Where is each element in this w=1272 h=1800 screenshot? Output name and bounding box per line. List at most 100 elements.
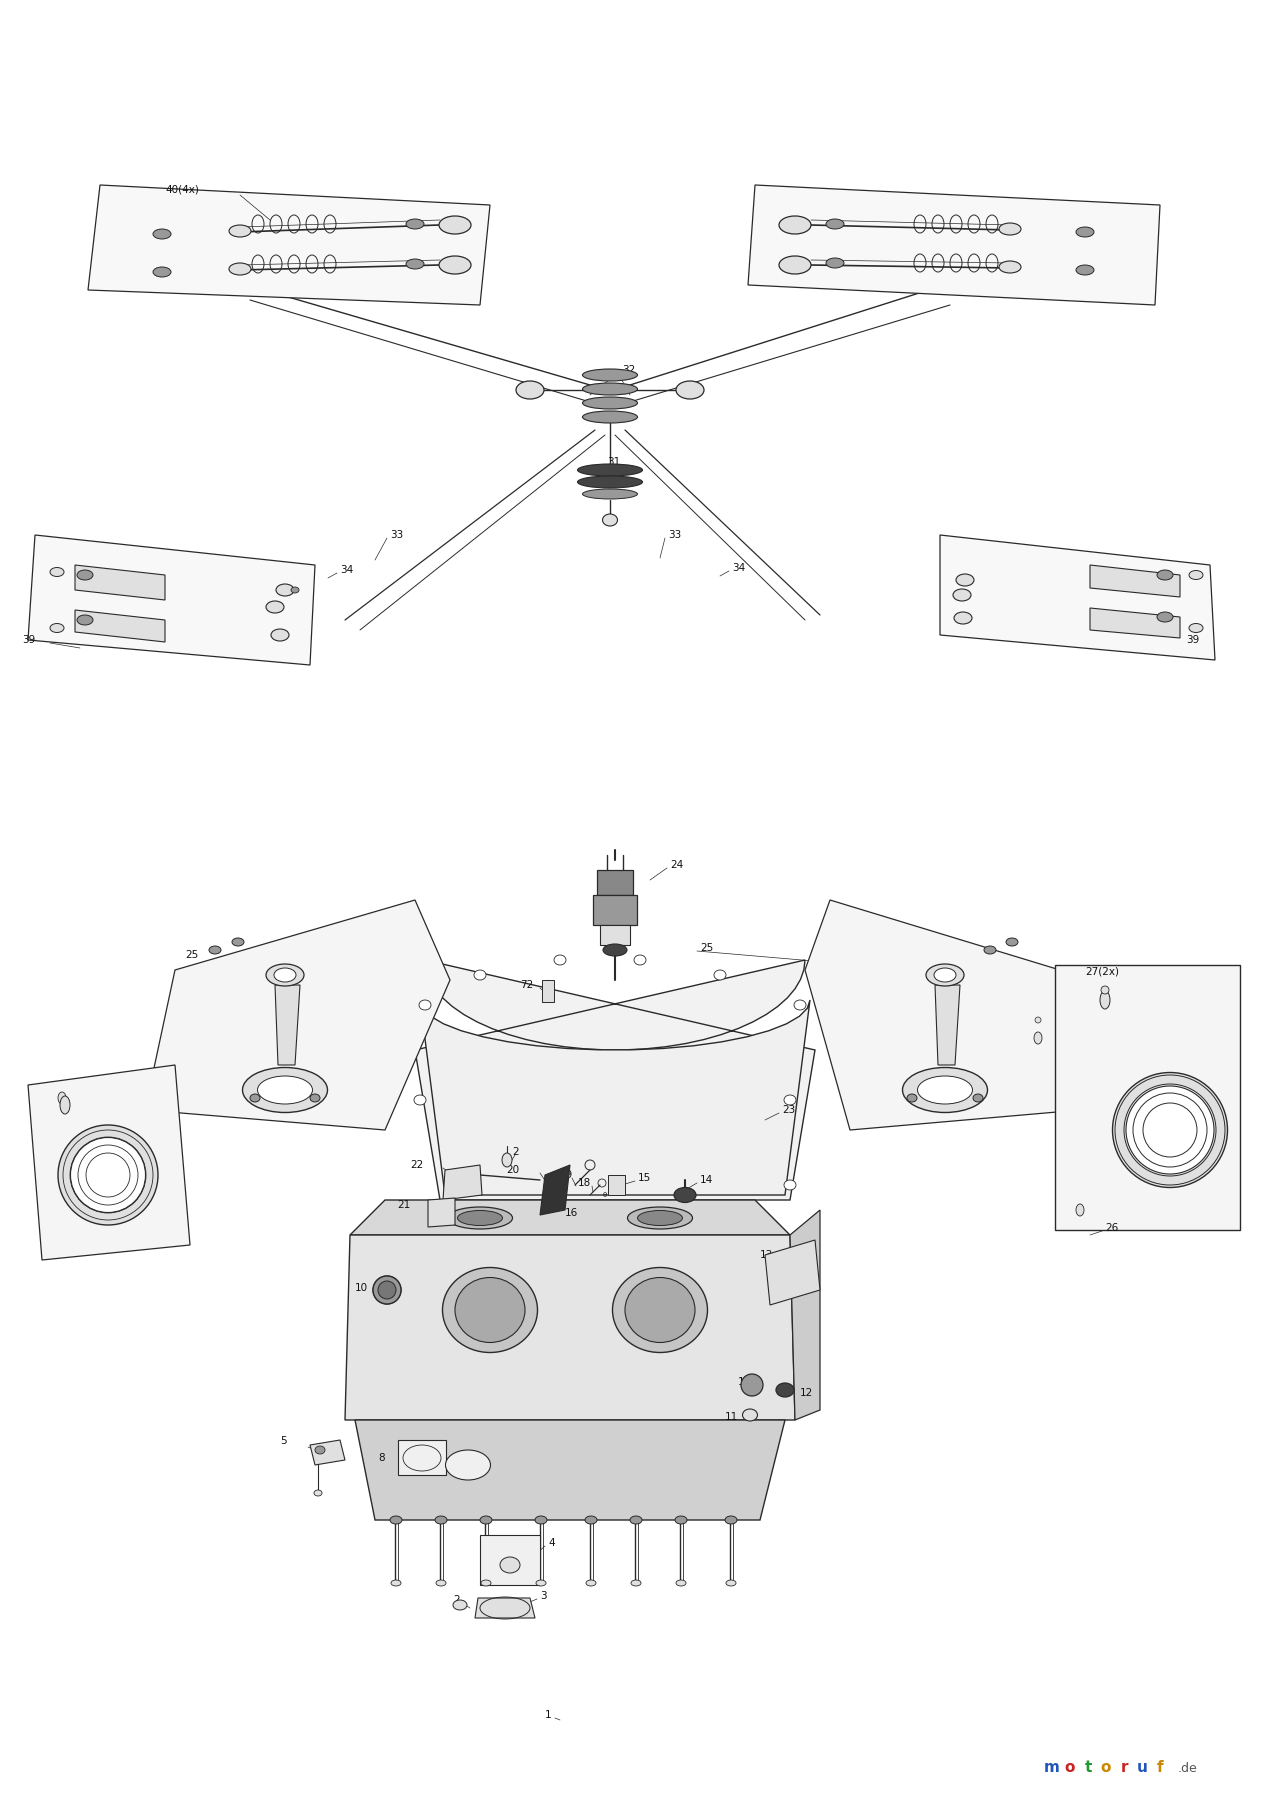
Polygon shape [310, 1440, 345, 1465]
Ellipse shape [627, 1208, 692, 1229]
Ellipse shape [555, 956, 566, 965]
Polygon shape [1090, 608, 1180, 637]
Polygon shape [275, 985, 300, 1066]
Polygon shape [748, 185, 1160, 304]
Text: 21: 21 [397, 1201, 411, 1210]
Polygon shape [1090, 565, 1180, 598]
Ellipse shape [455, 1278, 525, 1343]
Ellipse shape [794, 1001, 806, 1010]
Ellipse shape [251, 1094, 259, 1102]
Ellipse shape [778, 216, 812, 234]
Ellipse shape [926, 965, 964, 986]
Text: u: u [1137, 1760, 1147, 1775]
Ellipse shape [50, 623, 64, 632]
Ellipse shape [953, 589, 971, 601]
Ellipse shape [314, 1490, 322, 1496]
Ellipse shape [1158, 612, 1173, 623]
Text: 19: 19 [560, 1170, 574, 1181]
Ellipse shape [448, 1208, 513, 1229]
Ellipse shape [209, 947, 221, 954]
Ellipse shape [502, 1154, 513, 1166]
Ellipse shape [445, 1451, 491, 1480]
Text: r: r [1121, 1760, 1128, 1775]
Ellipse shape [243, 1067, 327, 1112]
Ellipse shape [999, 223, 1021, 236]
Ellipse shape [633, 956, 646, 965]
Text: 25: 25 [700, 943, 714, 952]
Text: m: m [1044, 1760, 1060, 1775]
Ellipse shape [743, 1409, 758, 1420]
Text: 40(4x): 40(4x) [165, 185, 198, 194]
Text: 10: 10 [738, 1377, 752, 1388]
Ellipse shape [435, 1516, 446, 1525]
Bar [542, 979, 555, 1003]
Ellipse shape [153, 266, 170, 277]
Ellipse shape [406, 259, 424, 268]
Ellipse shape [453, 1600, 467, 1609]
Bar [398, 1440, 446, 1474]
Ellipse shape [586, 1580, 597, 1586]
Ellipse shape [266, 601, 284, 614]
Polygon shape [443, 1165, 482, 1201]
Ellipse shape [577, 464, 642, 475]
Ellipse shape [232, 938, 244, 947]
Text: 72: 72 [520, 979, 533, 990]
Text: 13: 13 [759, 1249, 773, 1260]
Bar [593, 895, 637, 925]
Ellipse shape [778, 256, 812, 274]
Text: t: t [1084, 1760, 1091, 1775]
Ellipse shape [625, 1278, 695, 1343]
Polygon shape [940, 535, 1215, 661]
Ellipse shape [391, 1516, 402, 1525]
Ellipse shape [413, 1094, 426, 1105]
Polygon shape [415, 959, 815, 1201]
Text: 31: 31 [607, 457, 621, 466]
Text: 15: 15 [639, 1174, 651, 1183]
Polygon shape [608, 1175, 625, 1195]
Text: 9: 9 [469, 1456, 477, 1467]
Text: 16: 16 [565, 1208, 579, 1219]
Ellipse shape [577, 475, 642, 488]
Ellipse shape [1034, 1031, 1042, 1044]
Ellipse shape [1158, 571, 1173, 580]
Ellipse shape [784, 1094, 796, 1105]
Ellipse shape [516, 382, 544, 400]
Ellipse shape [273, 968, 296, 983]
Ellipse shape [675, 1580, 686, 1586]
Ellipse shape [500, 1557, 520, 1573]
Ellipse shape [603, 515, 617, 526]
Ellipse shape [583, 490, 637, 499]
Ellipse shape [536, 1580, 546, 1586]
Polygon shape [28, 1066, 190, 1260]
Ellipse shape [583, 383, 637, 394]
Text: 23: 23 [782, 1105, 795, 1114]
Ellipse shape [714, 970, 726, 979]
Ellipse shape [957, 574, 974, 587]
Ellipse shape [378, 1282, 396, 1300]
Ellipse shape [583, 398, 637, 409]
Ellipse shape [481, 1580, 491, 1586]
Ellipse shape [229, 263, 251, 275]
Ellipse shape [784, 1181, 796, 1190]
Text: 33: 33 [391, 529, 403, 540]
Text: f: f [1156, 1760, 1164, 1775]
Ellipse shape [907, 1094, 917, 1102]
Ellipse shape [1076, 265, 1094, 275]
Polygon shape [75, 610, 165, 643]
Text: 1: 1 [544, 1710, 552, 1721]
Ellipse shape [271, 628, 289, 641]
Ellipse shape [444, 1181, 455, 1190]
Polygon shape [420, 1001, 810, 1195]
Ellipse shape [315, 1445, 326, 1454]
Polygon shape [355, 1420, 785, 1519]
Polygon shape [935, 985, 960, 1066]
Ellipse shape [480, 1516, 492, 1525]
Ellipse shape [59, 1125, 158, 1226]
Ellipse shape [59, 1093, 66, 1103]
Text: 2: 2 [513, 1147, 519, 1157]
Ellipse shape [985, 947, 996, 954]
Ellipse shape [373, 1276, 401, 1303]
Ellipse shape [776, 1382, 794, 1397]
Text: 24: 24 [670, 860, 683, 869]
Ellipse shape [954, 612, 972, 625]
